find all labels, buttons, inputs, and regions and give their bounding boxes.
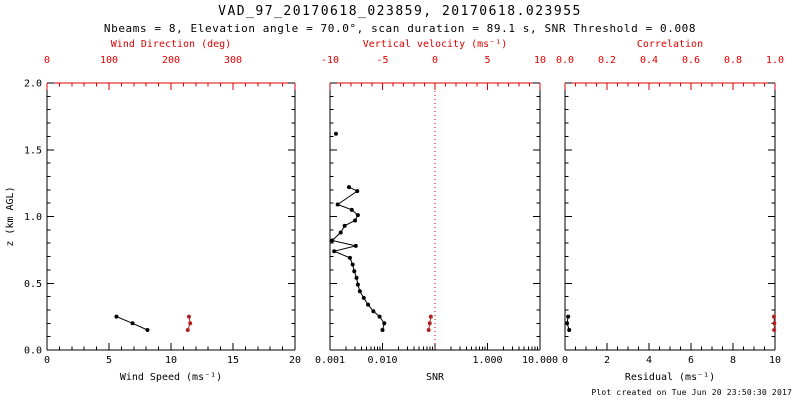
- wind-speed-profile: [114, 314, 150, 332]
- svg-text:0.2: 0.2: [598, 55, 616, 66]
- svg-text:0: 0: [432, 55, 438, 66]
- svg-text:5: 5: [484, 55, 490, 66]
- svg-text:0.0: 0.0: [24, 346, 42, 357]
- creation-timestamp: Plot created on Tue Jun 20 23:50:30 2017: [591, 388, 792, 397]
- svg-text:200: 200: [162, 55, 180, 66]
- svg-text:15: 15: [227, 355, 239, 366]
- svg-text:100: 100: [100, 55, 118, 66]
- svg-text:0.001: 0.001: [315, 355, 345, 366]
- svg-text:0.010: 0.010: [367, 355, 397, 366]
- svg-text:2: 2: [604, 355, 610, 366]
- residual-profile: [565, 314, 572, 332]
- svg-text:300: 300: [224, 55, 242, 66]
- svg-text:0.5: 0.5: [24, 279, 42, 290]
- residual-bottom-axis-title: Residual (ms⁻¹): [625, 372, 715, 383]
- correlation-profile: [771, 314, 777, 332]
- svg-text:0: 0: [44, 355, 50, 366]
- y-axis-title: z (km AGL): [5, 186, 16, 246]
- svg-text:4: 4: [646, 355, 652, 366]
- svg-text:8: 8: [730, 355, 736, 366]
- snr-profile: [330, 131, 387, 332]
- svg-text:0.0: 0.0: [556, 55, 574, 66]
- svg-text:20: 20: [289, 355, 301, 366]
- svg-text:10: 10: [534, 55, 546, 66]
- svg-text:0.8: 0.8: [724, 55, 742, 66]
- snr-bottom-axis-title: SNR: [426, 372, 445, 383]
- panel-residual: 0 2 4 6 8 10 Residual (ms⁻¹) 0.0 0.2 0.4 0.6 0.8 1.0…: [556, 39, 784, 383]
- svg-text:10: 10: [769, 355, 781, 366]
- plot-subtitle: Nbeams = 8, Elevation angle = 70.0°, sca…: [103, 22, 697, 35]
- plot-title: VAD_97_20170618_023859, 20170618.023955: [218, 4, 582, 19]
- svg-text:1.0: 1.0: [24, 212, 42, 223]
- vertical-velocity-profile: [426, 314, 433, 332]
- svg-text:-10: -10: [321, 55, 339, 66]
- svg-text:6: 6: [688, 355, 694, 366]
- svg-text:0: 0: [562, 355, 568, 366]
- panel-snr: 0.001 0.010 1.000 10.000 SNR -10 -5 0 5 10 Vertica…: [315, 39, 558, 383]
- svg-text:1.0: 1.0: [766, 55, 784, 66]
- panel-wind: 0.0 0.5 1.0 1.5 2.0 0 5 10 15 20 Wind Speed (ms⁻¹)…: [24, 39, 301, 383]
- residual-top-axis-title: Correlation: [637, 39, 703, 50]
- svg-text:-5: -5: [376, 55, 388, 66]
- svg-text:0: 0: [44, 55, 50, 66]
- snr-top-axis-title: Vertical velocity (ms⁻¹): [363, 39, 508, 50]
- svg-text:10: 10: [165, 355, 177, 366]
- wind-bottom-axis-title: Wind Speed (ms⁻¹): [120, 372, 222, 383]
- svg-text:10.000: 10.000: [522, 355, 558, 366]
- wind-top-axis-title: Wind Direction (deg): [111, 39, 231, 50]
- svg-text:1.5: 1.5: [24, 145, 42, 156]
- svg-text:1.000: 1.000: [472, 355, 502, 366]
- svg-text:0.4: 0.4: [640, 55, 658, 66]
- svg-text:5: 5: [106, 355, 112, 366]
- svg-text:0.6: 0.6: [682, 55, 700, 66]
- wind-direction-profile: [185, 314, 193, 332]
- svg-text:2.0: 2.0: [24, 79, 42, 90]
